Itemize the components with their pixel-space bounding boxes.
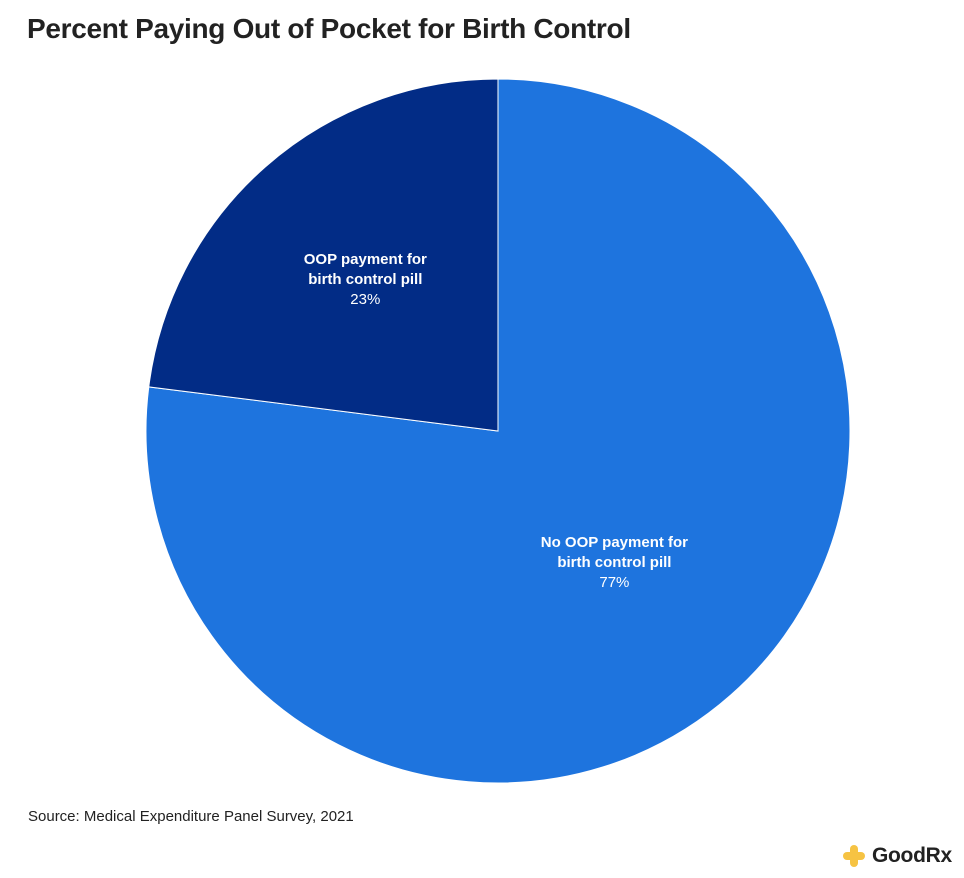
brand-name: GoodRx	[872, 844, 952, 867]
chart-title: Percent Paying Out of Pocket for Birth C…	[27, 13, 631, 44]
slice-label-no-oop: No OOP payment for birth control pill 77…	[541, 533, 688, 593]
slice-label-name: OOP payment for	[303, 251, 427, 269]
source-note: Source: Medical Expenditure Panel Survey…	[28, 808, 354, 825]
slice-label-name: birth control pill	[308, 271, 423, 289]
goodrx-logo: GoodRx	[842, 844, 952, 868]
goodrx-plus-icon	[843, 845, 865, 867]
slice-value-label: 23%	[350, 291, 381, 309]
slice-label-name: No OOP payment for	[540, 534, 689, 552]
pie-slice-0	[145, 78, 851, 784]
slice-label-oop: OOP payment for birth control pill 23%	[304, 250, 427, 310]
pie-slice-1	[148, 78, 499, 432]
slice-label-name: birth control pill	[557, 554, 672, 572]
slice-value-label: 77%	[599, 574, 630, 592]
